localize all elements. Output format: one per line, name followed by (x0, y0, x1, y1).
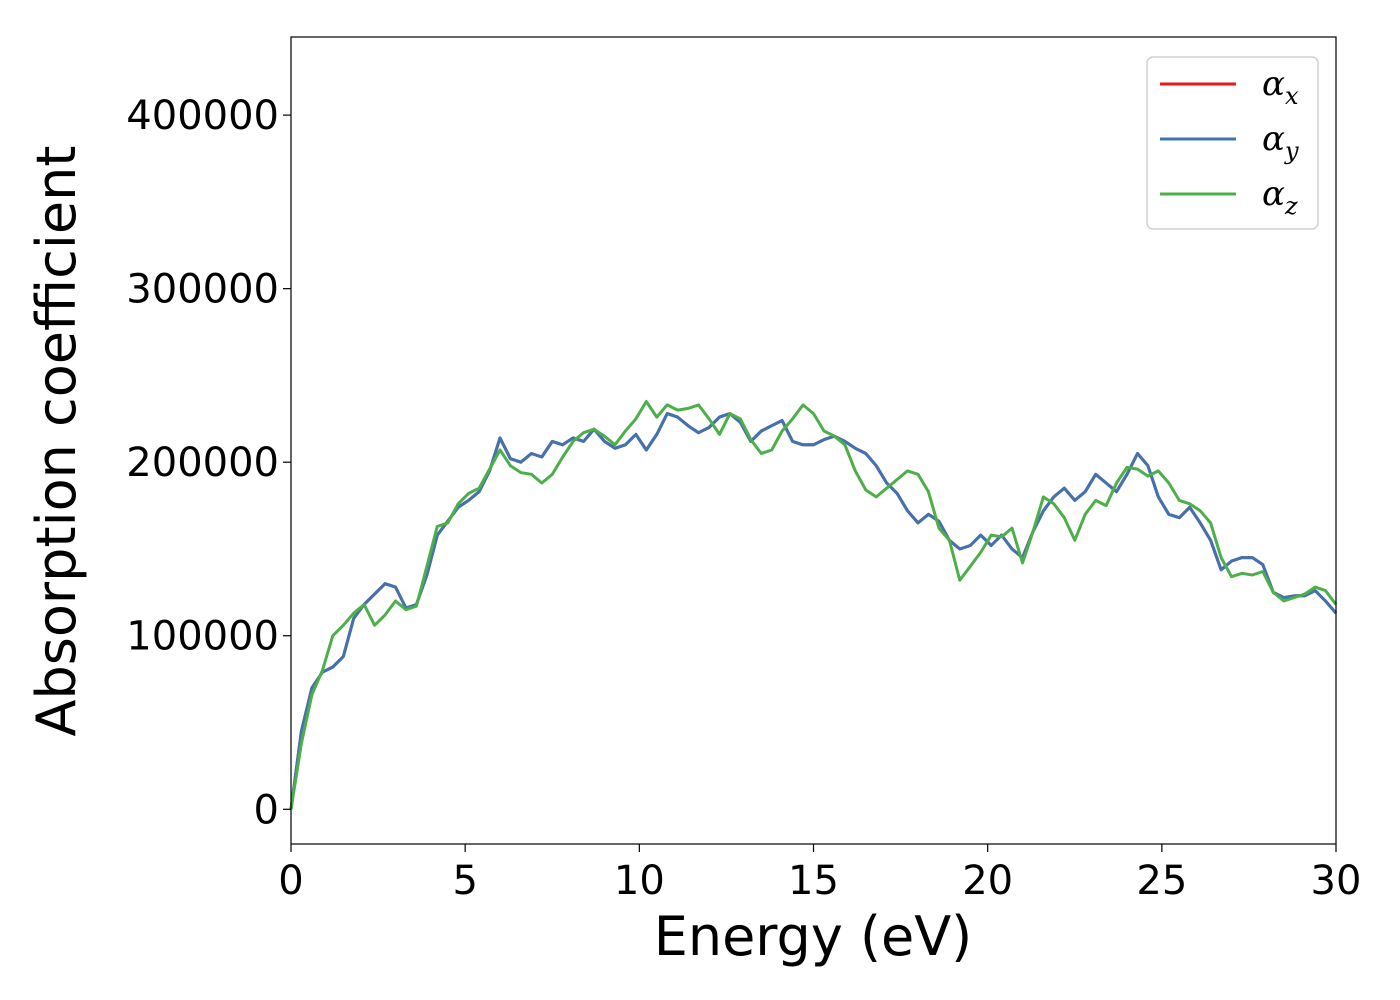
x-tick-label: 0 (278, 858, 303, 904)
x-tick-label: 30 (1311, 858, 1362, 904)
series-line-z (289, 400, 1338, 810)
x-tick-label: 25 (1136, 858, 1187, 904)
x-tick-label: 10 (614, 858, 665, 904)
y-tick-label: 300000 (126, 267, 279, 313)
legend: αx αy αz (1146, 56, 1319, 230)
y-axis-title: Absorption coefficient (25, 146, 88, 737)
x-tick-label: 20 (962, 858, 1013, 904)
y-tick-label: 100000 (126, 614, 279, 660)
x-tick-label: 15 (788, 858, 839, 904)
plot-area (289, 400, 1338, 810)
legend-label-x: αx (1262, 64, 1299, 110)
y-tick-label: 400000 (126, 93, 279, 139)
x-axis-title: Energy (eV) (654, 905, 973, 968)
y-tick-label: 0 (254, 787, 279, 833)
series-line-x (289, 412, 1338, 810)
y-tick-label: 200000 (126, 440, 279, 486)
x-tick-label: 5 (452, 858, 477, 904)
series-line-y (289, 412, 1338, 810)
legend-label-z: αz (1262, 174, 1298, 220)
y-axis: 0 100000 200000 300000 400000 (126, 93, 291, 833)
legend-box (1146, 56, 1319, 230)
legend-label-y: αy (1262, 119, 1299, 165)
x-axis: 0 5 10 15 20 25 30 (278, 844, 1361, 904)
